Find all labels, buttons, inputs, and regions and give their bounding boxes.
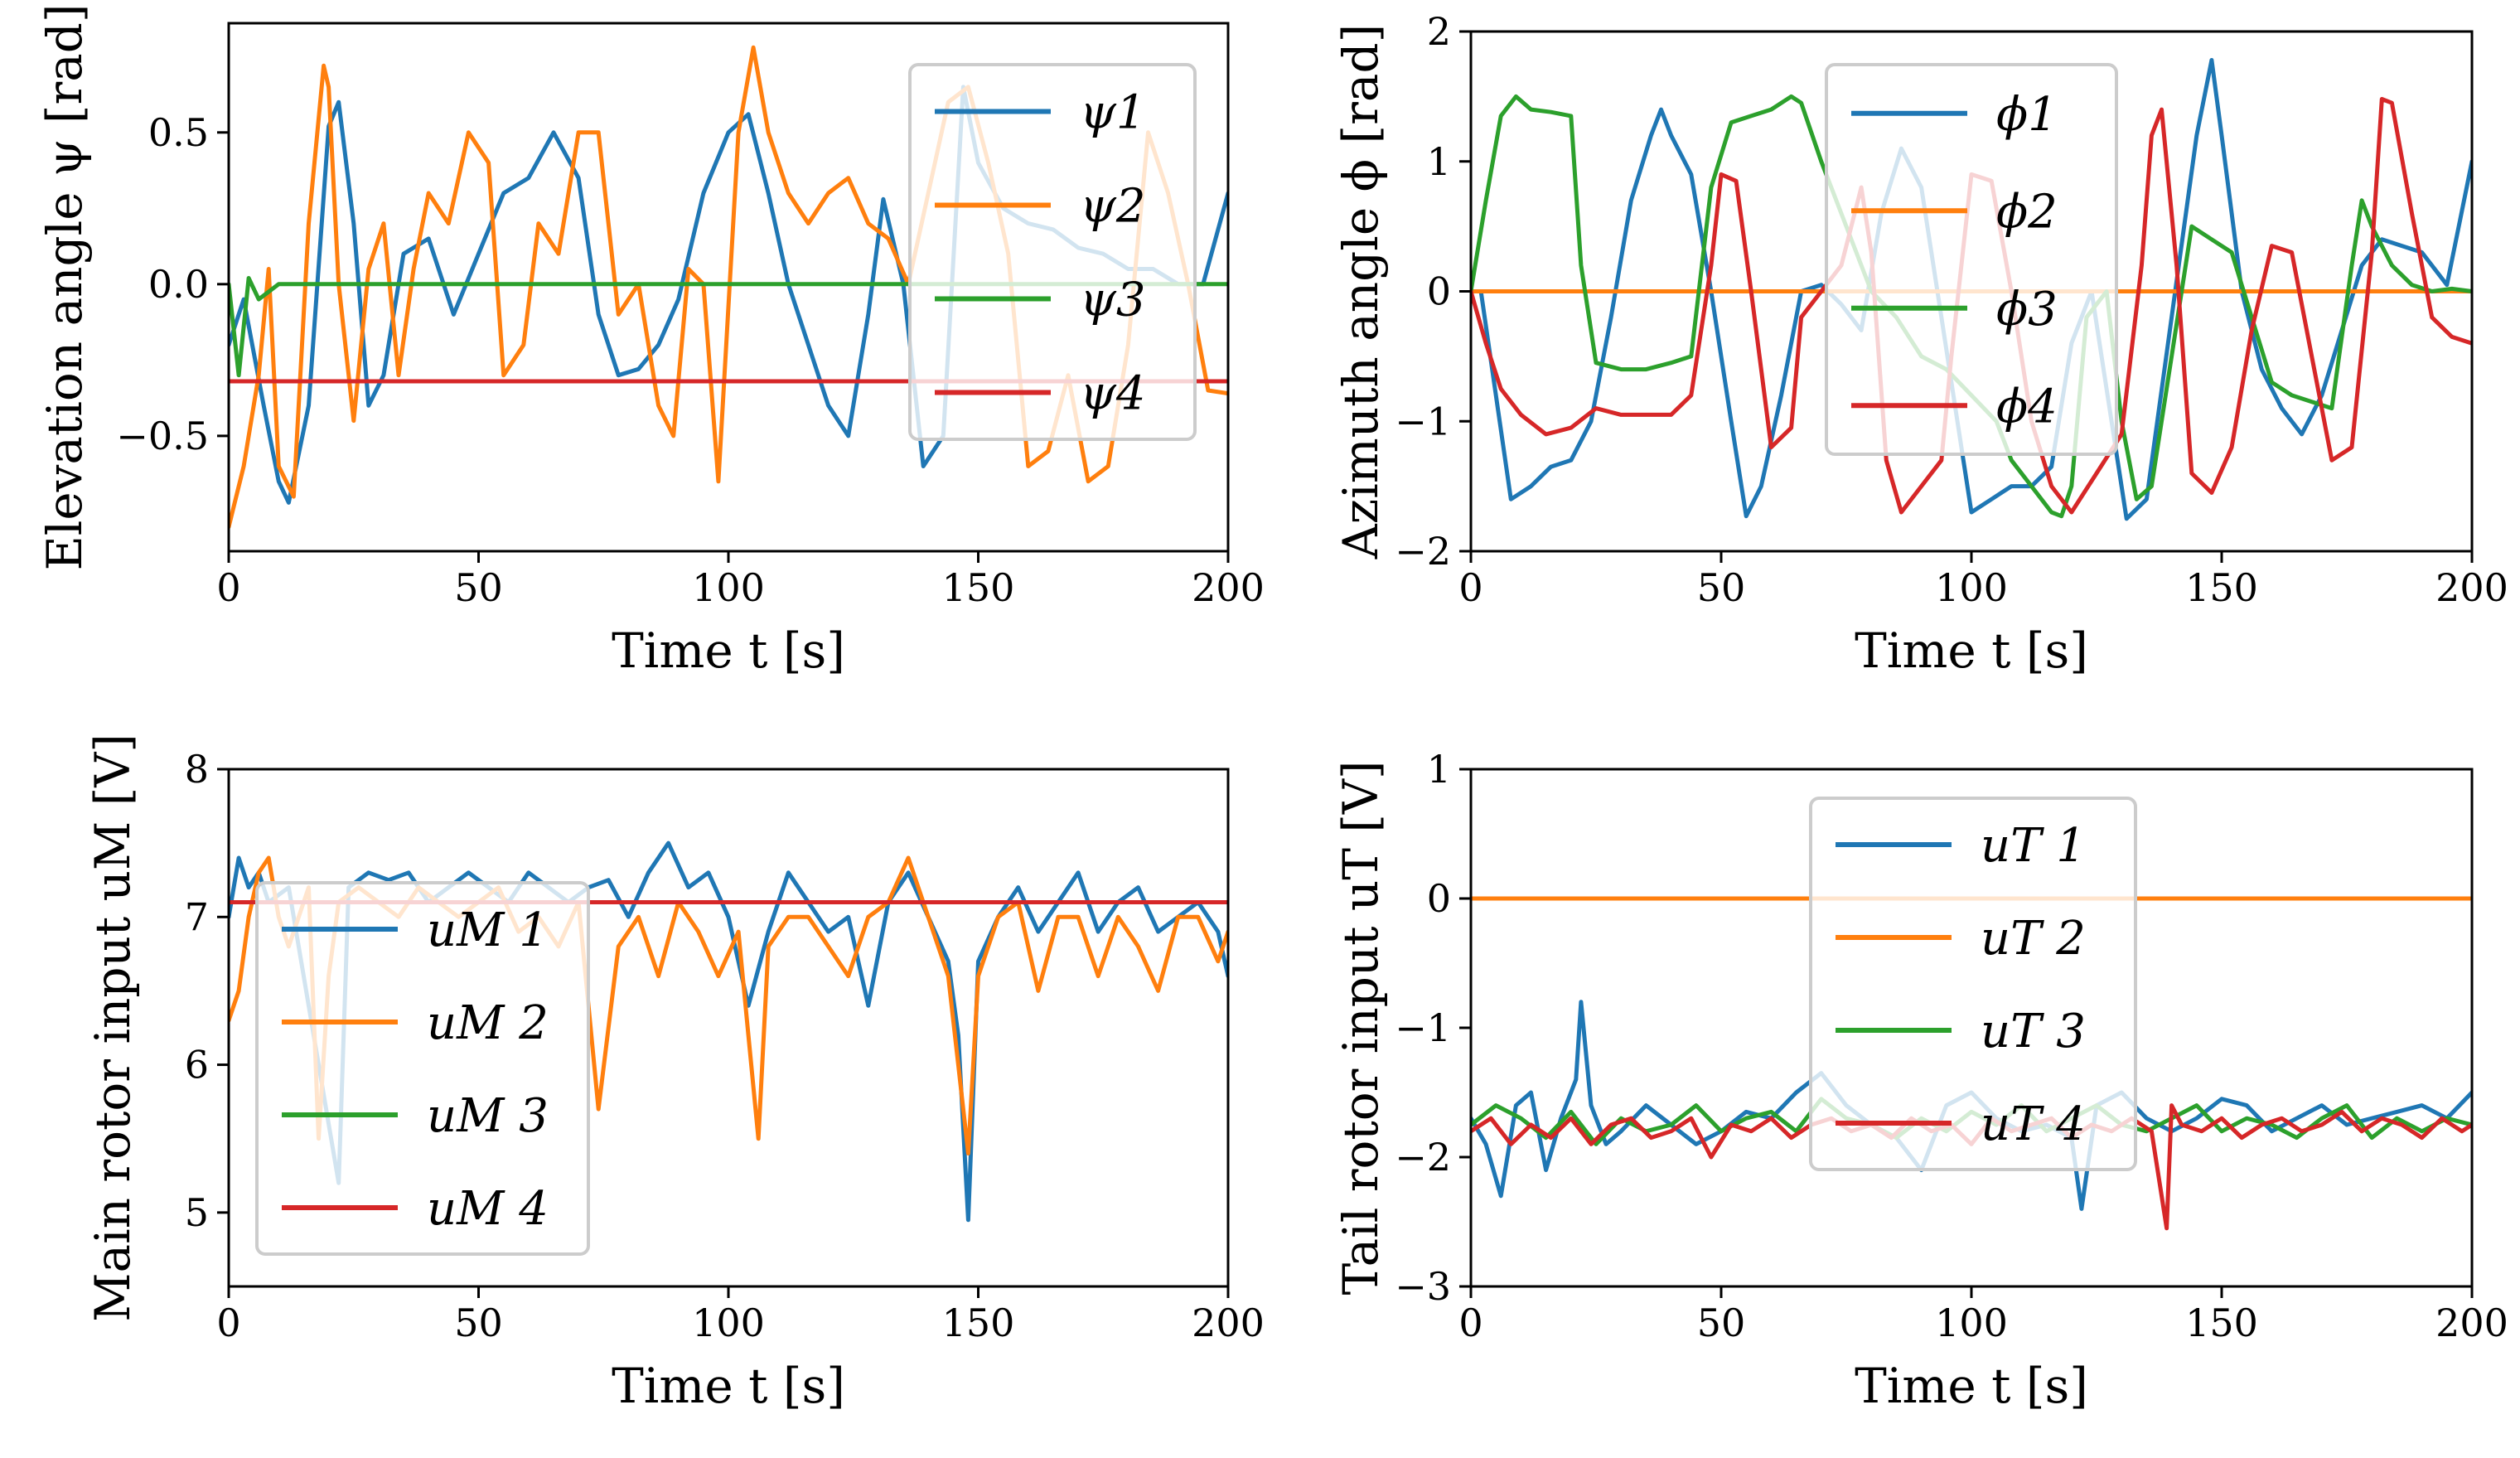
x-axis-label: Time t [s]	[612, 622, 845, 679]
x-tick-label: 200	[2435, 565, 2508, 610]
series-line-3	[229, 276, 1228, 378]
x-tick-label: 50	[454, 565, 503, 610]
x-axis-label: Time t [s]	[1855, 622, 2088, 679]
legend-label: uM 3	[427, 1089, 549, 1143]
x-tick-label: 50	[1697, 565, 1746, 610]
y-tick-label: −2	[1395, 1135, 1451, 1179]
x-tick-label: 200	[2435, 1301, 2508, 1345]
y-tick-label: −1	[1395, 1005, 1451, 1050]
legend-box	[908, 63, 1197, 441]
y-tick-label: −3	[1395, 1264, 1451, 1309]
y-tick-label: −0.5	[116, 414, 209, 458]
legend-label: uM 4	[427, 1182, 549, 1236]
chart-panel-bottom-left: 0 50 100 150 200 5 6 7 8 Time t [s] Main rotor inp…	[85, 734, 1265, 1414]
legend-label: ϕ3	[1996, 283, 2058, 337]
x-tick-label: 150	[942, 1301, 1015, 1345]
y-tick-label: 0.5	[148, 110, 209, 155]
chart-panel-top-right: 0 50 100 150 200 −2 −1 0 1 2 Time t [s] Azimuth ang…	[1333, 9, 2508, 679]
legend-label: ψ2	[1080, 180, 1146, 234]
y-tick-label: −1	[1395, 399, 1451, 443]
series-line-2	[229, 45, 1228, 530]
x-tick-label: 100	[1935, 1301, 2008, 1345]
y-axis-label: Elevation angle ψ [rad]	[36, 3, 93, 570]
chart-panel-top-left: 0 50 100 150 200 −0.5 0.0 0.5 Time t [s] Elevatio…	[36, 3, 1265, 679]
x-tick-label: 200	[1192, 565, 1265, 610]
x-tick-label: 200	[1192, 1301, 1265, 1345]
y-tick-label: 1	[1427, 139, 1451, 184]
x-tick-label: 0	[216, 565, 240, 610]
y-tick-label: 6	[185, 1043, 209, 1087]
legend-label: ϕ1	[1996, 88, 2058, 142]
y-tick-label: 1	[1427, 747, 1451, 792]
legend-label: ϕ2	[1996, 185, 2058, 239]
y-axis-label: Main rotor input uM [V]	[85, 734, 141, 1322]
x-tick-label: 0	[1458, 1301, 1482, 1345]
y-tick-label: 5	[185, 1190, 209, 1235]
legend-label: uM 2	[427, 996, 549, 1050]
x-tick-label: 50	[1697, 1301, 1746, 1345]
y-tick-label: 8	[185, 747, 209, 792]
legend: ψ1 ψ2 ψ3 ψ4	[908, 63, 1197, 441]
legend-label: uT 1	[1981, 819, 2086, 873]
y-tick-label: 0	[1427, 876, 1451, 921]
legend-box	[1825, 63, 2118, 456]
x-tick-label: 150	[942, 565, 1015, 610]
x-tick-label: 100	[692, 1301, 765, 1345]
legend-label: ψ1	[1080, 86, 1146, 140]
x-tick-label: 100	[692, 565, 765, 610]
y-axis-label: Tail rotor input uT [V]	[1333, 760, 1389, 1295]
y-tick-label: 2	[1427, 9, 1451, 54]
legend-label: ψ3	[1080, 274, 1146, 327]
legend: uT 1 uT 2 uT 3 uT 4	[1809, 797, 2137, 1171]
legend-box	[255, 881, 590, 1256]
chart-panel-bottom-right: 0 50 100 150 200 −3 −2 −1 0 1 Time t [s] Tail rotor…	[1333, 747, 2508, 1414]
x-tick-label: 150	[2185, 1301, 2258, 1345]
legend-label: ψ4	[1080, 367, 1146, 421]
legend-label: uM 1	[427, 903, 549, 957]
x-tick-label: 100	[1935, 565, 2008, 610]
legend: uM 1 uM 2 uM 3 uM 4	[255, 881, 590, 1256]
legend-label: uT 2	[1981, 912, 2086, 966]
legend-label: ϕ4	[1996, 380, 2058, 434]
x-tick-label: 0	[1458, 565, 1482, 610]
y-tick-label: −2	[1395, 529, 1451, 574]
legend-label: uT 3	[1981, 1005, 2086, 1058]
y-tick-label: 0.0	[148, 262, 209, 307]
x-tick-label: 50	[454, 1301, 503, 1345]
legend: ϕ1 ϕ2 ϕ3 ϕ4	[1825, 63, 2118, 456]
legend-box	[1809, 797, 2137, 1171]
legend-label: uT 4	[1981, 1097, 2086, 1151]
x-axis-label: Time t [s]	[612, 1358, 845, 1414]
y-tick-label: 7	[185, 894, 209, 939]
y-tick-label: 0	[1427, 269, 1451, 314]
x-tick-label: 150	[2185, 565, 2258, 610]
y-axis-label: Azimuth angle ϕ [rad]	[1333, 24, 1389, 559]
x-tick-label: 0	[216, 1301, 240, 1345]
x-axis-label: Time t [s]	[1855, 1358, 2088, 1414]
